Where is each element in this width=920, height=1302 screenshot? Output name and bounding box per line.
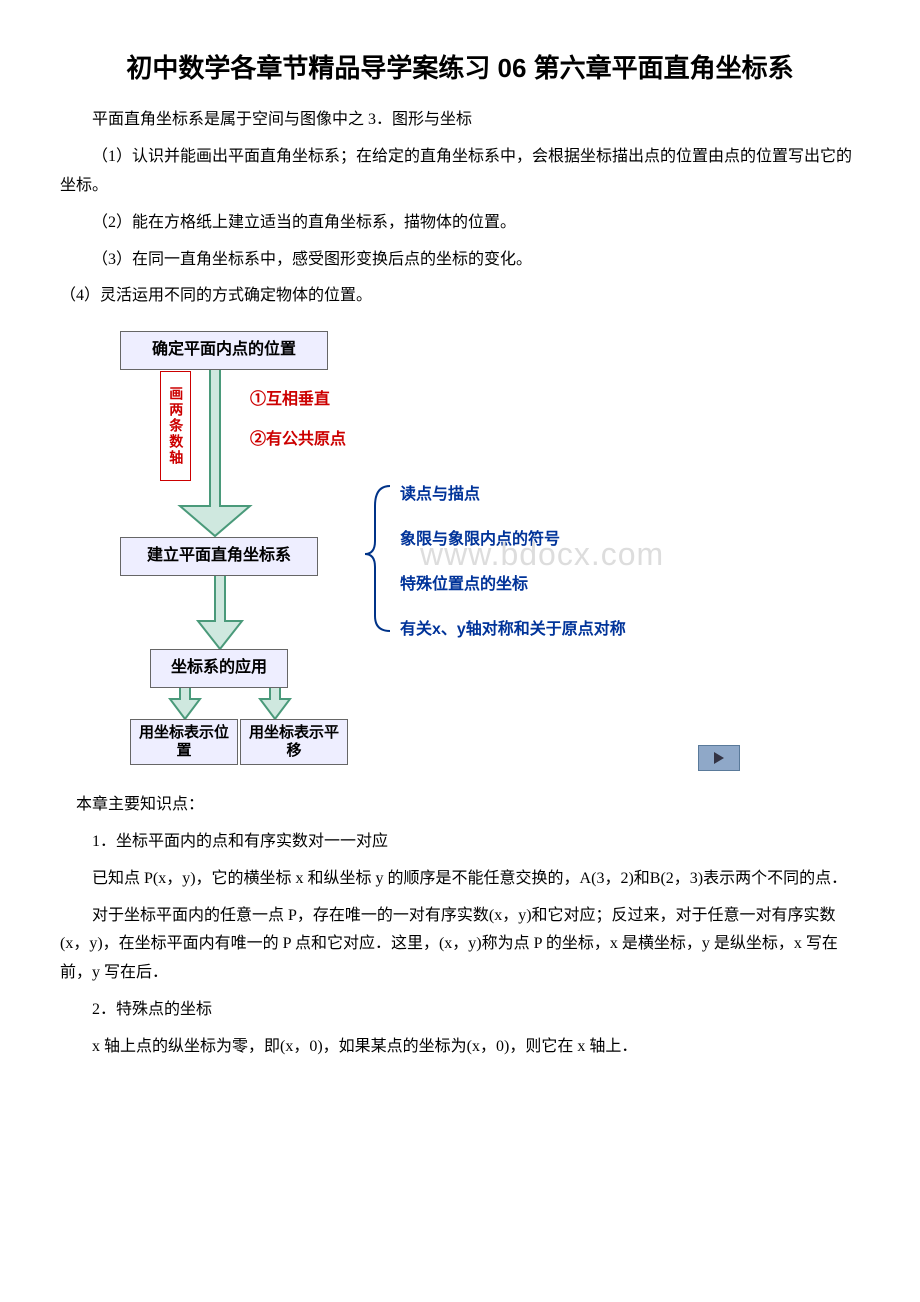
node-cond1: ①互相垂直 [250, 386, 330, 415]
bullet-4: （4）灵活运用不同的方式确定物体的位置。 [60, 282, 860, 311]
k1-title: 1．坐标平面内的点和有序实数对一一对应 [60, 828, 860, 857]
node-application: 坐标系的应用 [150, 649, 288, 688]
node-right1: 读点与描点 [400, 481, 480, 510]
bullet-2: （2）能在方格纸上建立适当的直角坐标系，描物体的位置。 [60, 209, 860, 238]
node-bottom-2: 用坐标表示平移 [240, 719, 348, 765]
node-red-vertical: 画两条数轴 [160, 371, 191, 481]
node-top: 确定平面内点的位置 [120, 331, 328, 370]
play-icon[interactable] [698, 745, 740, 771]
node-right4: 有关x、y轴对称和关于原点对称 [400, 616, 626, 645]
k2-title: 2．特殊点的坐标 [60, 996, 860, 1025]
node-right3: 特殊位置点的坐标 [400, 571, 528, 600]
bullet-1: （1）认识并能画出平面直角坐标系；在给定的直角坐标系中，会根据坐标描出点的位置由… [60, 143, 860, 201]
bullet-3: （3）在同一直角坐标系中，感受图形变换后点的坐标的变化。 [60, 246, 860, 275]
node-mid: 建立平面直角坐标系 [120, 537, 318, 576]
flowchart-diagram: 确定平面内点的位置 画两条数轴 ①互相垂直 ②有公共原点 建立平面直角坐标系 读… [120, 331, 740, 771]
node-right2: 象限与象限内点的符号 [400, 526, 560, 555]
k1-p2: 对于坐标平面内的任意一点 P，存在唯一的一对有序实数(x，y)和它对应；反过来，… [60, 902, 860, 988]
node-bottom-1: 用坐标表示位置 [130, 719, 238, 765]
node-cond2: ②有公共原点 [250, 426, 346, 455]
section-heading: 本章主要知识点： [60, 791, 860, 820]
intro-paragraph: 平面直角坐标系是属于空间与图像中之 3．图形与坐标 [60, 106, 860, 135]
k2-p1: x 轴上点的纵坐标为零，即(x，0)，如果某点的坐标为(x，0)，则它在 x 轴… [60, 1033, 860, 1062]
k1-p1: 已知点 P(x，y)，它的横坐标 x 和纵坐标 y 的顺序是不能任意交换的，A(… [60, 865, 860, 894]
page-title: 初中数学各章节精品导学案练习 06 第六章平面直角坐标系 [60, 50, 860, 86]
